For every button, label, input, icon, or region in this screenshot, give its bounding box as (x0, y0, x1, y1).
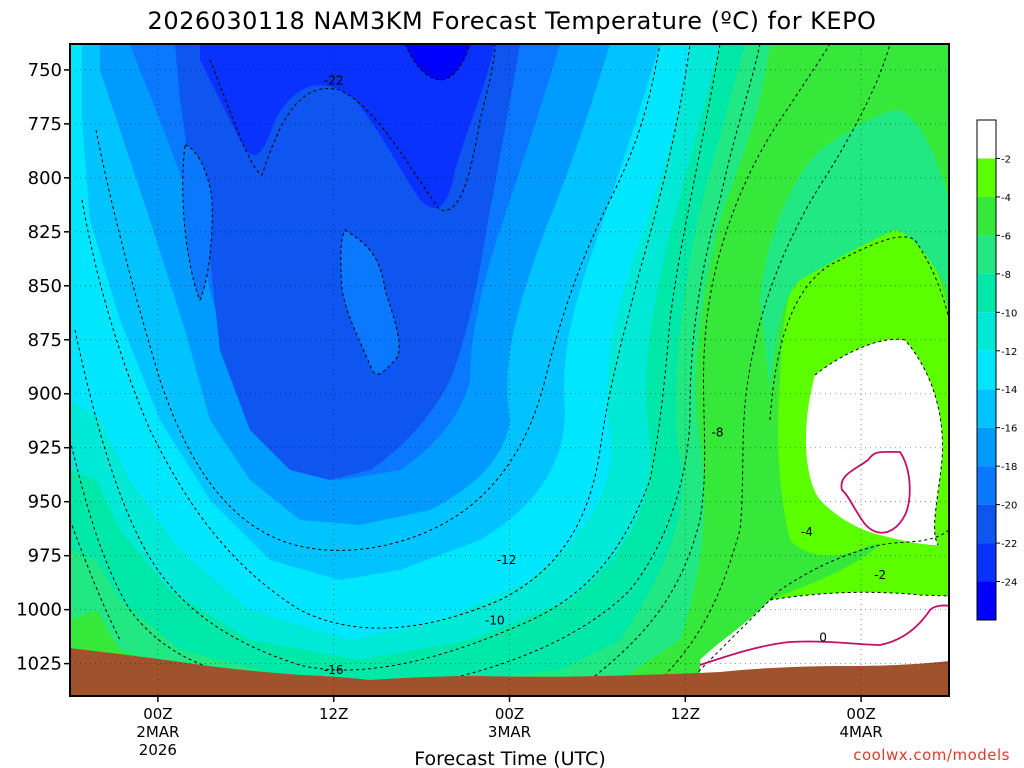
contour-line (659, 44, 891, 681)
colorbar-frame (976, 119, 997, 621)
colorbar-tick-label: -16 (1001, 424, 1017, 435)
colorbar-swatch (977, 466, 996, 505)
y-tick-label: 825 (28, 222, 62, 243)
contour-label: 0 (819, 631, 827, 645)
band-fill-ridge (340, 230, 400, 375)
colorbar-tick-label: -8 (1001, 270, 1011, 281)
band-fill-deep-blue (200, 44, 495, 209)
contour-line (689, 529, 949, 681)
y-tick-label: 975 (28, 546, 62, 567)
zero-isotherm-lines (699, 450, 949, 666)
colorbar-swatch (977, 389, 996, 428)
y-axis: 750 775 800 825 850 875 900 925 950 975 1000 1025 (16, 60, 70, 675)
colorbar-tick-label: -12 (1001, 347, 1017, 358)
x-tick-label: 00Z (846, 705, 875, 723)
colorbar-tick-label: -4 (1001, 193, 1011, 204)
y-tick-label: 775 (28, 114, 62, 135)
contour-label: -16 (324, 663, 344, 677)
y-tick-label: 800 (28, 168, 62, 189)
colorbar-swatch (977, 120, 996, 159)
colorbar-tick-label: -24 (1001, 578, 1017, 589)
x-tick-label: 2026 (139, 741, 177, 759)
band-fill-warm-3 (760, 110, 949, 390)
contour-label: -22 (324, 74, 344, 88)
x-tick-label: 4MAR (840, 723, 883, 741)
y-tick-label: 850 (28, 276, 62, 297)
colorbar-tick-label: -22 (1001, 539, 1017, 550)
contour-line (182, 144, 213, 302)
colorbar-tick-label: -18 (1001, 462, 1017, 473)
contour-line (209, 44, 496, 211)
colorbar-swatch (977, 504, 996, 544)
colorbar: -2 -4 -6 -8 -10 -12 -14 -16 -18 -20 -22 -24 (976, 119, 1017, 621)
contour-line (769, 591, 949, 601)
y-tick-label: 925 (28, 438, 62, 459)
x-tick-label: 12Z (319, 705, 348, 723)
contour-label: -2 (874, 568, 886, 582)
x-tick-label: 2MAR (136, 723, 179, 741)
grid (70, 44, 949, 696)
contour-lines (70, 44, 949, 686)
y-tick-label: 875 (28, 330, 62, 351)
y-tick-label: 900 (28, 384, 62, 405)
y-tick-label: 950 (28, 492, 62, 513)
ground-terrain (70, 648, 949, 696)
plot-area (70, 44, 949, 696)
x-tick-label: 12Z (671, 705, 700, 723)
contour-label: -4 (801, 525, 813, 539)
contour-label: -10 (485, 613, 505, 627)
x-axis-label: Forecast Time (UTC) (414, 748, 605, 768)
band-fill-core (405, 44, 470, 80)
colorbar-swatch (977, 273, 996, 313)
x-tick-label: 3MAR (488, 723, 531, 741)
contour-labels: -22 -16 -12 -10 -8 -4 -2 0 (324, 74, 886, 677)
contour-line (70, 44, 761, 686)
colorbar-swatch (977, 158, 996, 197)
colorbar-swatch (977, 581, 996, 620)
contour-label: -8 (712, 426, 724, 440)
y-tick-label: 1000 (16, 600, 62, 621)
colorbar-swatch (977, 350, 996, 390)
colorbar-tick-label: -6 (1001, 231, 1011, 242)
contour-line (404, 44, 471, 81)
colorbar-swatch (977, 235, 996, 274)
y-tick-label: 1025 (16, 654, 62, 675)
zero-isotherm-line (840, 450, 911, 534)
zero-isotherm-line (699, 604, 949, 666)
colorbar-swatch (977, 427, 996, 467)
credit-text[interactable]: coolwx.com/models (853, 746, 1010, 764)
colorbar-tick-label: -2 (1001, 154, 1011, 165)
contour-line (74, 44, 721, 671)
contour-label: -12 (497, 553, 517, 567)
colorbar-tick-label: -10 (1001, 308, 1017, 319)
colorbar-swatch (977, 543, 996, 582)
contour-line (70, 44, 831, 681)
contour-line (340, 229, 400, 375)
contour-line (81, 44, 691, 629)
x-tick-label: 00Z (143, 705, 172, 723)
colorbar-tick-label: -20 (1001, 501, 1017, 512)
band-fill-white-pocket (805, 339, 943, 545)
band-fill-ridge-2 (182, 145, 213, 300)
colorbar-swatch (977, 196, 996, 236)
colorbar-tick-label: -14 (1001, 385, 1017, 396)
colorbar-swatch (977, 312, 996, 351)
x-tick-label: 00Z (495, 705, 524, 723)
contour-line (769, 236, 949, 421)
chart-title: 2026030118 NAM3KM Forecast Temperature (… (148, 7, 877, 35)
y-tick-label: 750 (28, 60, 62, 81)
